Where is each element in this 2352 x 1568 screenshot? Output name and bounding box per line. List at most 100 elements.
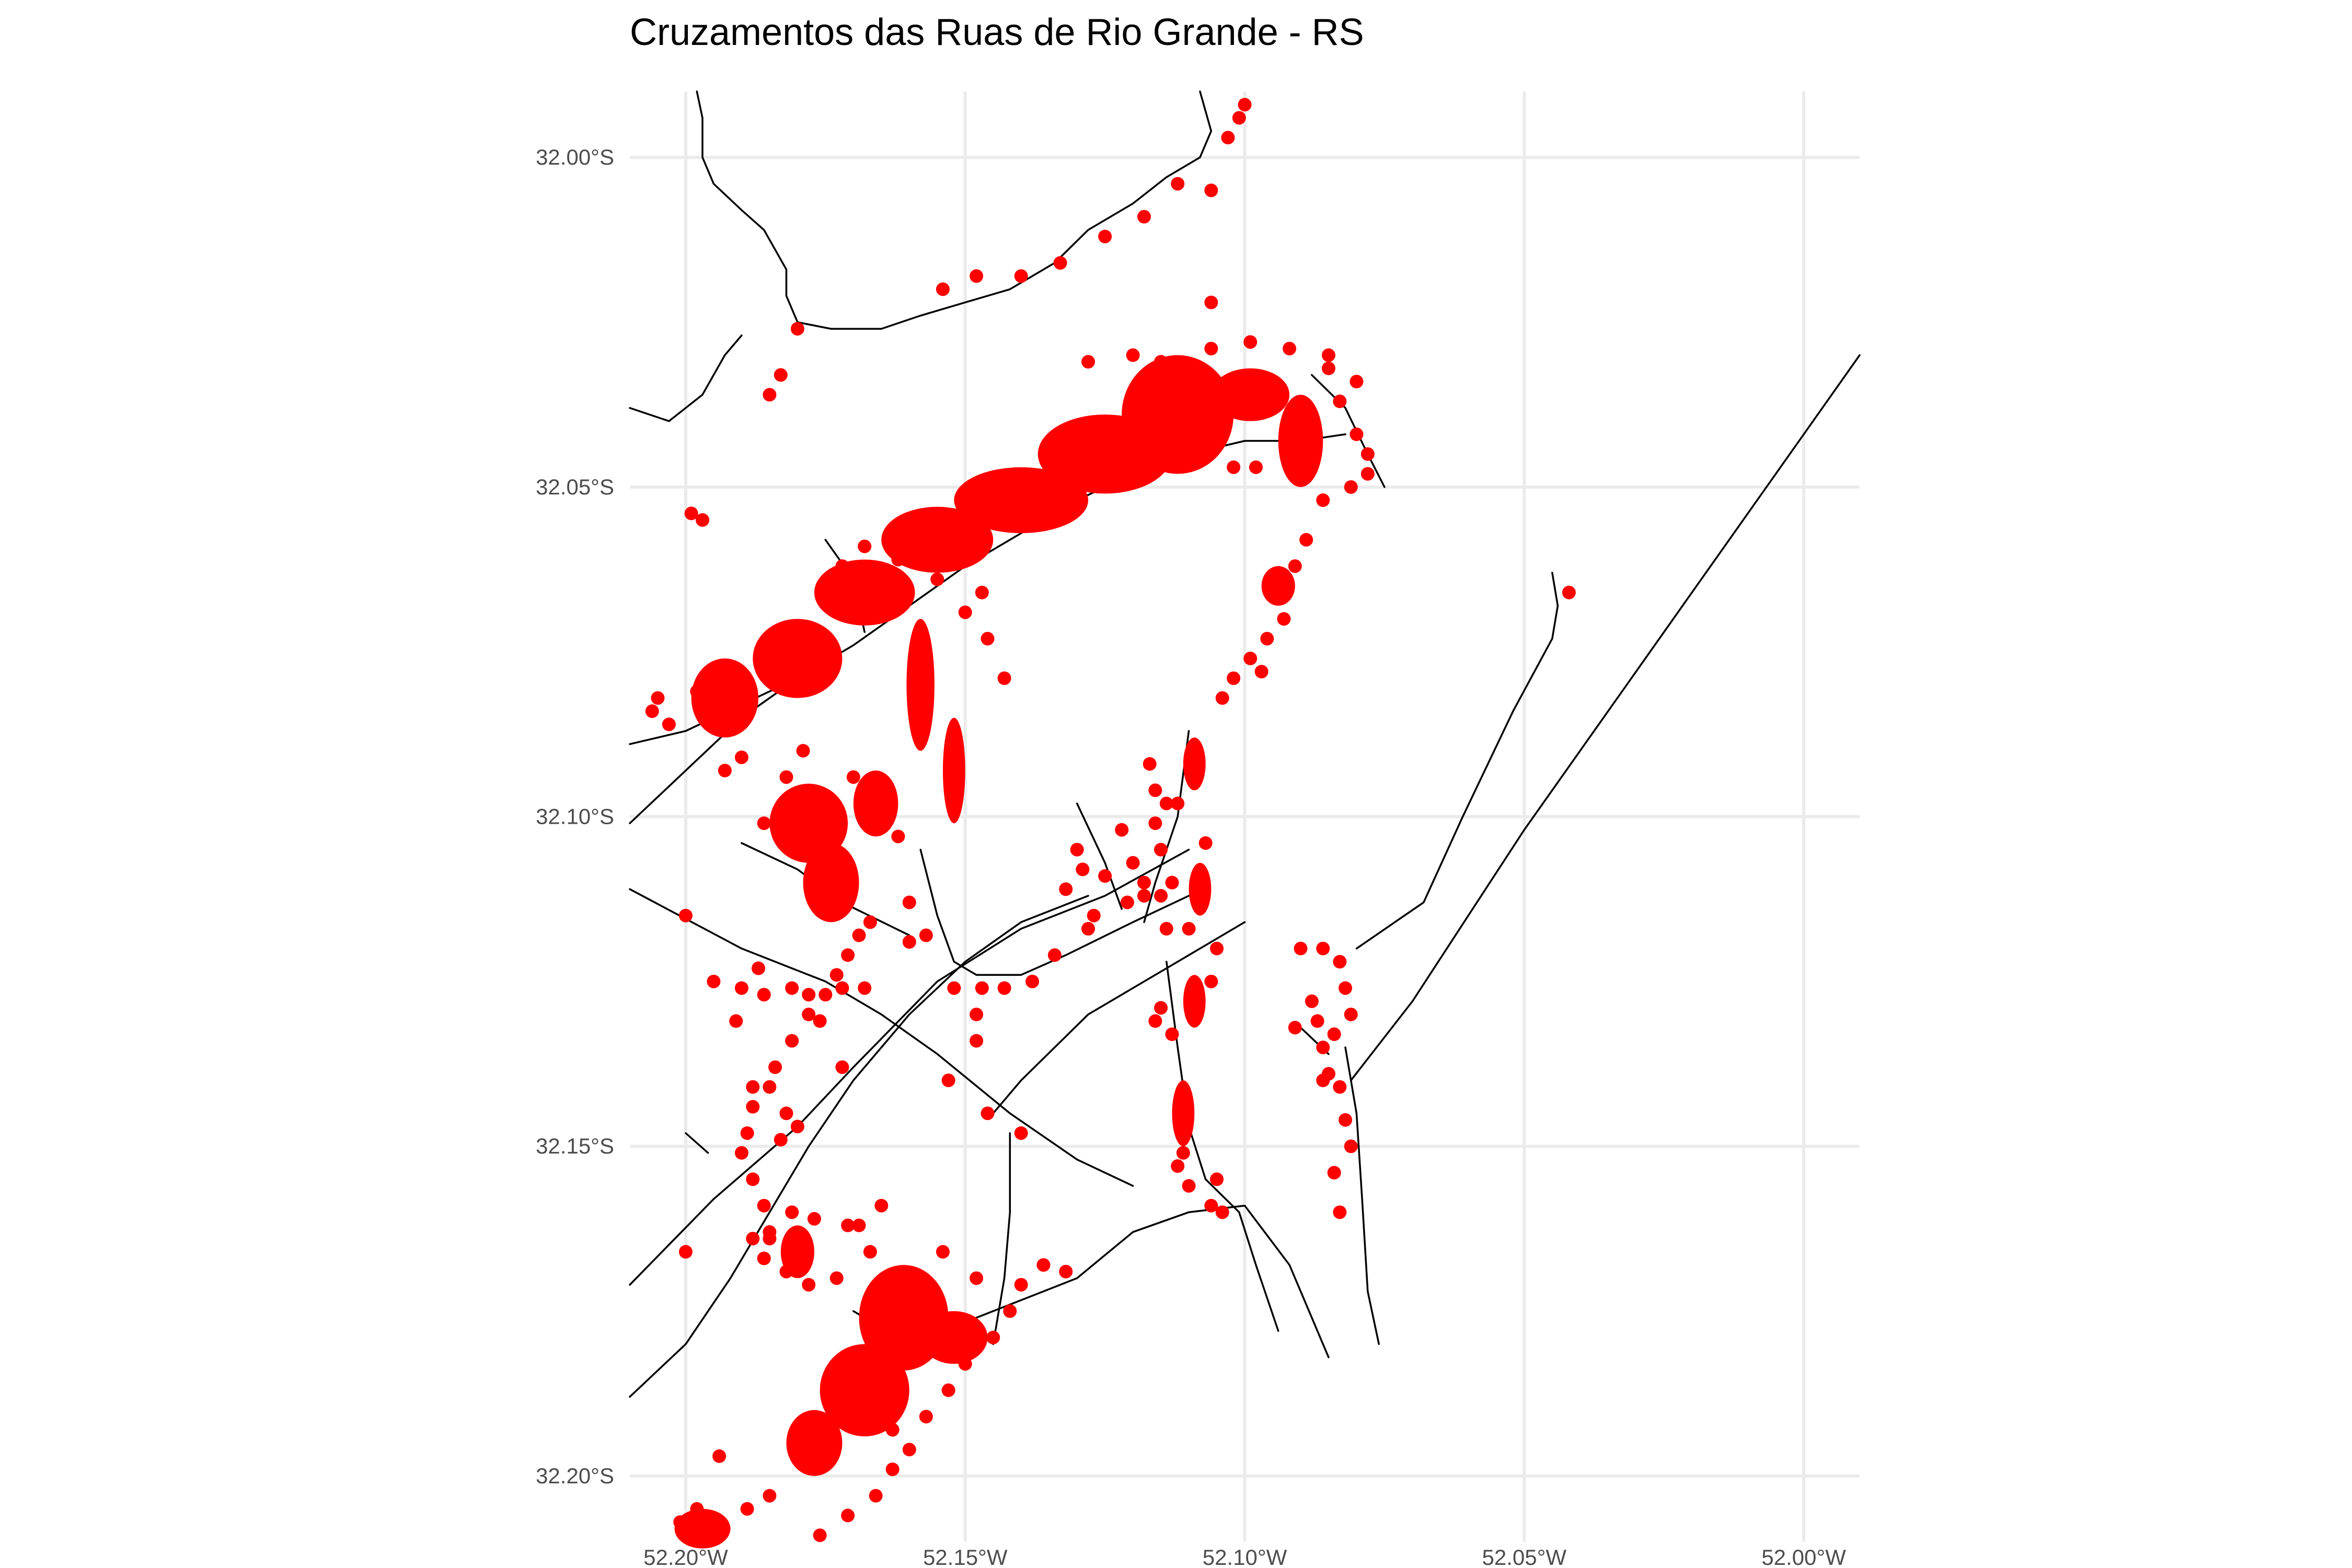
intersection-point <box>690 1502 704 1516</box>
intersection-point <box>936 1245 950 1259</box>
intersection-point <box>1288 1021 1302 1035</box>
street-line <box>919 848 1190 976</box>
intersection-point <box>1294 941 1308 955</box>
intersection-point <box>1003 1304 1017 1318</box>
intersection-point <box>796 744 810 758</box>
intersection-point <box>818 988 833 1002</box>
intersection-point <box>740 1502 754 1516</box>
intersection-point <box>1098 229 1112 244</box>
intersection-point <box>645 704 659 718</box>
intersection-point <box>1227 671 1241 685</box>
intersection-point <box>757 816 771 831</box>
intersection-point <box>690 684 704 698</box>
intersection-cluster <box>1278 395 1323 487</box>
intersection-point <box>1333 1205 1347 1219</box>
intersection-point <box>1333 394 1347 408</box>
intersection-point <box>970 269 984 283</box>
intersection-point <box>684 506 698 521</box>
x-tick-label: 52.00°W <box>1761 1545 1846 1568</box>
intersection-point <box>1204 341 1218 355</box>
intersection-cluster <box>1183 737 1206 791</box>
intersection-point <box>1081 355 1096 369</box>
intersection-point <box>1148 816 1162 831</box>
intersection-point <box>1137 875 1151 890</box>
intersection-point <box>1120 895 1134 909</box>
intersection-cluster <box>906 619 935 751</box>
street-line <box>1199 90 1213 158</box>
intersection-point <box>902 935 916 949</box>
intersection-point <box>1316 941 1330 955</box>
intersection-point <box>1316 1040 1330 1054</box>
intersection-point <box>734 1146 748 1160</box>
intersection-point <box>1204 295 1218 309</box>
street-line <box>1344 1046 1380 1345</box>
intersection-point <box>1316 1074 1330 1088</box>
intersection-point <box>1215 1205 1229 1219</box>
intersection-point <box>1288 559 1302 573</box>
intersection-point <box>734 750 748 764</box>
intersection-point <box>1148 783 1162 798</box>
intersection-point <box>1254 665 1269 678</box>
intersection-point <box>1243 335 1258 349</box>
intersection-point <box>740 1126 754 1140</box>
intersection-point <box>746 1080 760 1094</box>
intersection-point <box>1283 341 1297 355</box>
intersection-point <box>1159 797 1173 811</box>
intersection-point <box>746 1100 760 1114</box>
intersection-point <box>1204 1198 1218 1213</box>
street-line <box>629 895 1089 1398</box>
intersection-point <box>1221 131 1235 145</box>
intersection-point <box>919 1410 933 1424</box>
intersection-point <box>718 764 732 778</box>
intersection-point <box>891 552 905 567</box>
intersection-cluster <box>853 770 898 837</box>
intersection-point <box>779 1264 793 1278</box>
intersection-point <box>774 368 788 382</box>
intersection-cluster <box>786 1410 843 1476</box>
intersection-point <box>902 1443 916 1457</box>
intersection-point <box>1249 460 1263 474</box>
intersection-point <box>891 829 905 844</box>
intersection-point <box>768 1060 782 1074</box>
intersection-point <box>774 1133 788 1147</box>
intersection-point <box>835 1060 849 1074</box>
intersection-cluster <box>814 559 915 626</box>
intersection-point <box>1025 974 1040 988</box>
intersection-point <box>790 1120 804 1134</box>
intersection-point <box>975 981 989 995</box>
intersection-point <box>1165 875 1179 890</box>
intersection-point <box>802 1007 816 1021</box>
intersection-point <box>734 678 748 692</box>
intersection-point <box>863 1245 877 1259</box>
intersection-point <box>1339 1113 1353 1127</box>
intersection-point <box>1339 981 1353 995</box>
intersection-point <box>1059 1264 1073 1278</box>
y-axis-ticks: 32.00°S 32.05°S 32.10°S 32.15°S 32.20°S <box>536 145 614 1488</box>
street-line <box>1166 961 1279 1332</box>
intersection-cluster <box>942 718 965 824</box>
intersection-cluster <box>820 1344 909 1437</box>
intersection-cluster <box>1211 368 1290 421</box>
intersection-point <box>1243 651 1258 665</box>
intersection-cluster <box>920 1311 988 1364</box>
intersection-point <box>986 1330 1000 1344</box>
intersection-point <box>1344 1007 1358 1021</box>
intersection-point <box>1053 256 1067 270</box>
intersection-point <box>1165 1027 1179 1041</box>
x-axis-ticks: 52.20°W 52.15°W 52.10°W 52.05°W 52.00°W <box>643 1545 1846 1568</box>
intersection-point <box>779 1106 793 1121</box>
street-line <box>1355 572 1559 950</box>
intersection-point <box>1148 1014 1162 1028</box>
intersection-point <box>1327 1166 1341 1180</box>
intersection-point <box>1059 882 1073 896</box>
intersection-point <box>858 981 872 995</box>
intersection-point <box>970 1271 984 1285</box>
intersection-point <box>1154 355 1168 369</box>
intersection-point <box>763 1080 777 1094</box>
street-line <box>685 1132 709 1154</box>
intersection-point <box>1014 1278 1028 1292</box>
y-tick-label: 32.20°S <box>536 1463 614 1488</box>
intersection-point <box>1361 467 1375 481</box>
intersection-point <box>734 981 748 995</box>
intersection-point <box>930 572 944 586</box>
